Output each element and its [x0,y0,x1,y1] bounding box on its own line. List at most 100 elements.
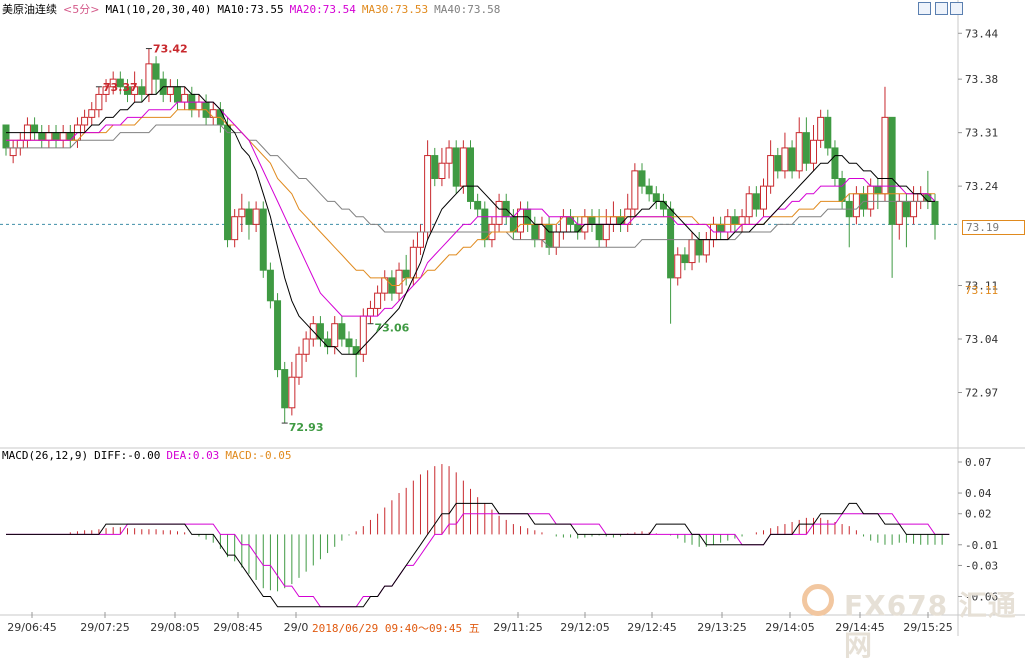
candle-down [652,193,660,202]
candle-down [681,254,689,264]
candle-down [695,239,703,256]
macd-tick-label: 0.02 [965,508,992,521]
candle-down [402,269,410,279]
time-tick-label: 29/12:05 [560,621,609,634]
candle-up [131,86,139,95]
candle-up [109,78,117,88]
candle-down [824,116,832,149]
candle-down [52,132,60,141]
candle-up [295,353,303,378]
candle-down [123,86,131,95]
candle-up [895,200,903,225]
candle-down [481,208,489,241]
candle-down [838,178,846,202]
ma10-label: MA10:73.55 [217,3,284,16]
macd-tick-label: -0.01 [965,539,998,552]
candle-down [888,116,896,225]
candle-up [16,139,24,149]
candle-down [731,216,739,225]
candle-up [374,292,382,309]
ma30-line [6,109,935,286]
candle-up [852,193,860,218]
chart-type-icon[interactable] [918,2,931,15]
candle-up [631,170,639,210]
candle-up [45,132,53,141]
indicator-label: MA1(10,20,30,40) [105,3,212,16]
candle-down [274,300,282,371]
candle-up [795,132,803,172]
settings-icon[interactable] [935,2,948,15]
time-tick-label: 29/15:25 [903,621,952,634]
candle-down [452,147,460,187]
macd-value-label: MACD:-0.05 [225,449,292,462]
candle-down [545,223,553,248]
candle-down [152,63,160,80]
ma40-line [6,124,935,248]
ma10-line [6,86,935,355]
candle-up [438,162,446,179]
candle-up [59,132,67,141]
chart-canvas: 73.44 73.38 73.31 73.24 73.11 73.04 72.97 0.07 0… [0,0,1025,636]
price-tick-label: 73.11 [965,280,998,293]
candle-up [366,307,374,317]
candle-up [416,231,424,248]
fullscreen-icon[interactable] [950,2,963,15]
candle-up [602,223,610,241]
ma30-label: MA30:73.53 [361,3,429,16]
candle-up [517,208,525,233]
candle-down [31,124,39,134]
watermark: FX678 汇通网 [844,589,1017,662]
dea-label: DEA:0.03 [166,449,220,462]
secondary-price-label: 73.11 [965,284,999,297]
diff-line [6,502,950,608]
candle-up [910,200,918,218]
candle-up [674,254,682,279]
candle-down [567,216,575,225]
candle-down [281,369,289,409]
candle-up [817,116,825,141]
time-tick-label: 29/08:05 [150,621,199,634]
candle-up [166,86,174,95]
time-tick-label: 29/11:25 [493,621,542,634]
macd-indicator-label: MACD(26,12,9) [2,449,89,462]
candle-up [759,185,767,210]
candle-up [459,147,467,187]
candle-down [659,200,667,210]
ma20-label: MA20:73.54 [289,3,356,16]
candle-down [324,338,332,348]
annotation-label: 73.06 [374,322,409,335]
candle-down [831,147,839,180]
candle-down [874,185,882,195]
current-price-label: 73.19 [962,220,1025,235]
price-tick-label: 73.04 [965,333,998,346]
candle-down [345,338,353,348]
candle-up [181,93,189,103]
time-selection-label: 2018/06/29 09:40～09:45 五 [310,620,482,636]
candle-up [867,185,875,210]
candle-up [302,338,310,355]
ma40-label: MA40:73.58 [434,3,501,16]
macd-tick-label: -0.06 [965,590,998,603]
diff-label: DIFF:-0.00 [94,449,161,462]
candle-down [617,216,625,225]
candle-down [2,124,10,149]
candle-up [81,116,89,126]
candle-down [467,147,474,202]
candle-down [474,200,482,210]
candle-up [445,147,453,164]
candle-down [66,132,74,141]
price-legend: 美原油连续 <5分> MA1(10,20,30,40) MA10:73.55 MA20:… [2,1,506,17]
candle-down [924,193,932,202]
candle-up [609,216,617,225]
candle-down [431,155,439,179]
time-tick-label: 29/06:45 [7,621,56,634]
candle-down [638,170,646,187]
candle-up [917,193,925,202]
candle-down [717,223,725,233]
candle-down [352,346,360,355]
ma20-line [6,101,936,317]
candle-down [338,323,346,340]
candle-down [138,86,146,95]
candle-up [288,376,296,409]
candle-up [424,155,432,233]
